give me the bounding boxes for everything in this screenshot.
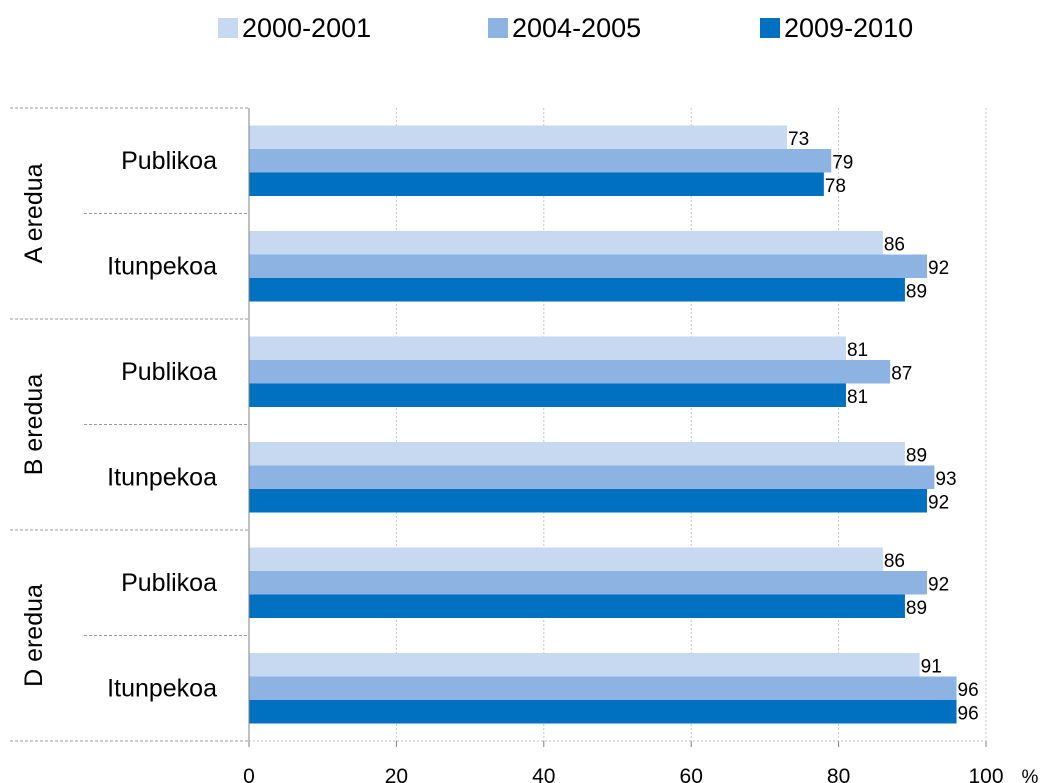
legend-label-2004-2005: 2004-2005 <box>512 12 642 43</box>
x-tick-label-80: 80 <box>827 765 850 783</box>
legend-swatch-2004-2005 <box>488 18 508 38</box>
x-tick-label-60: 60 <box>680 765 703 783</box>
category-label-0: Publikoa <box>121 147 217 175</box>
x-tick-label-100: 100 <box>968 765 1003 783</box>
bar-2009-2010-1 <box>249 278 905 302</box>
data-label-2009-2010-0: 78 <box>825 176 846 197</box>
group-label-2: D eredua <box>20 584 48 687</box>
legend-item-2000-2001: 2000-2001 <box>218 8 371 48</box>
legend-item-2009-2010: 2009-2010 <box>760 8 913 48</box>
legend-item-2004-2005: 2004-2005 <box>488 8 641 48</box>
x-tick-label-0: 0 <box>243 765 255 783</box>
bar-2009-2010-5 <box>249 700 957 724</box>
data-label-2000-2001-5: 91 <box>921 657 942 678</box>
bar-2000-2001-1 <box>249 231 883 255</box>
bar-2000-2001-2 <box>249 336 846 360</box>
bar-2004-2005-3 <box>249 465 935 489</box>
bar-2009-2010-3 <box>249 489 928 513</box>
data-label-2004-2005-4: 92 <box>928 575 949 596</box>
data-label-2000-2001-4: 86 <box>884 551 905 572</box>
group-label-0: A eredua <box>20 163 48 263</box>
data-label-2004-2005-5: 96 <box>958 680 979 701</box>
category-label-2: Publikoa <box>121 358 217 386</box>
data-label-2004-2005-1: 92 <box>928 258 949 279</box>
legend-swatch-2000-2001 <box>218 18 238 38</box>
bar-2009-2010-2 <box>249 383 846 407</box>
x-tick-label-20: 20 <box>385 765 408 783</box>
data-label-2009-2010-2: 81 <box>847 387 868 408</box>
legend-label-2009-2010: 2009-2010 <box>784 12 914 43</box>
bar-2000-2001-0 <box>249 125 788 149</box>
data-label-2009-2010-1: 89 <box>906 282 927 303</box>
category-label-3: Itunpekoa <box>107 463 217 491</box>
category-label-5: Itunpekoa <box>107 674 217 702</box>
bar-2004-2005-4 <box>249 571 928 595</box>
data-label-2000-2001-3: 89 <box>906 446 927 467</box>
group-label-1: B eredua <box>20 374 48 476</box>
bar-2004-2005-0 <box>249 149 832 173</box>
bar-2004-2005-5 <box>249 676 957 700</box>
data-label-2000-2001-1: 86 <box>884 235 905 256</box>
data-label-2009-2010-4: 89 <box>906 598 927 619</box>
data-label-2009-2010-5: 96 <box>958 704 979 725</box>
bar-2000-2001-5 <box>249 653 920 677</box>
data-label-2004-2005-0: 79 <box>832 153 853 174</box>
chart-legend: 2000-2001 2004-2005 2009-2010 <box>0 8 1045 48</box>
data-label-2004-2005-2: 87 <box>891 364 912 385</box>
x-tick-label-40: 40 <box>532 765 555 783</box>
x-unit-label: % <box>1022 767 1039 783</box>
bar-2000-2001-4 <box>249 547 883 571</box>
legend-label-2000-2001: 2000-2001 <box>242 12 372 43</box>
bar-2004-2005-2 <box>249 360 891 384</box>
data-label-2000-2001-0: 73 <box>788 129 809 150</box>
bar-2000-2001-3 <box>249 442 905 466</box>
data-label-2000-2001-2: 81 <box>847 340 868 361</box>
bar-2009-2010-4 <box>249 594 905 618</box>
data-label-2009-2010-3: 92 <box>928 493 949 514</box>
bar-2009-2010-0 <box>249 172 824 196</box>
category-label-4: Publikoa <box>121 569 217 597</box>
bar-2004-2005-1 <box>249 254 928 278</box>
category-label-1: Itunpekoa <box>107 252 217 280</box>
legend-swatch-2009-2010 <box>760 18 780 38</box>
data-label-2004-2005-3: 93 <box>935 469 956 490</box>
